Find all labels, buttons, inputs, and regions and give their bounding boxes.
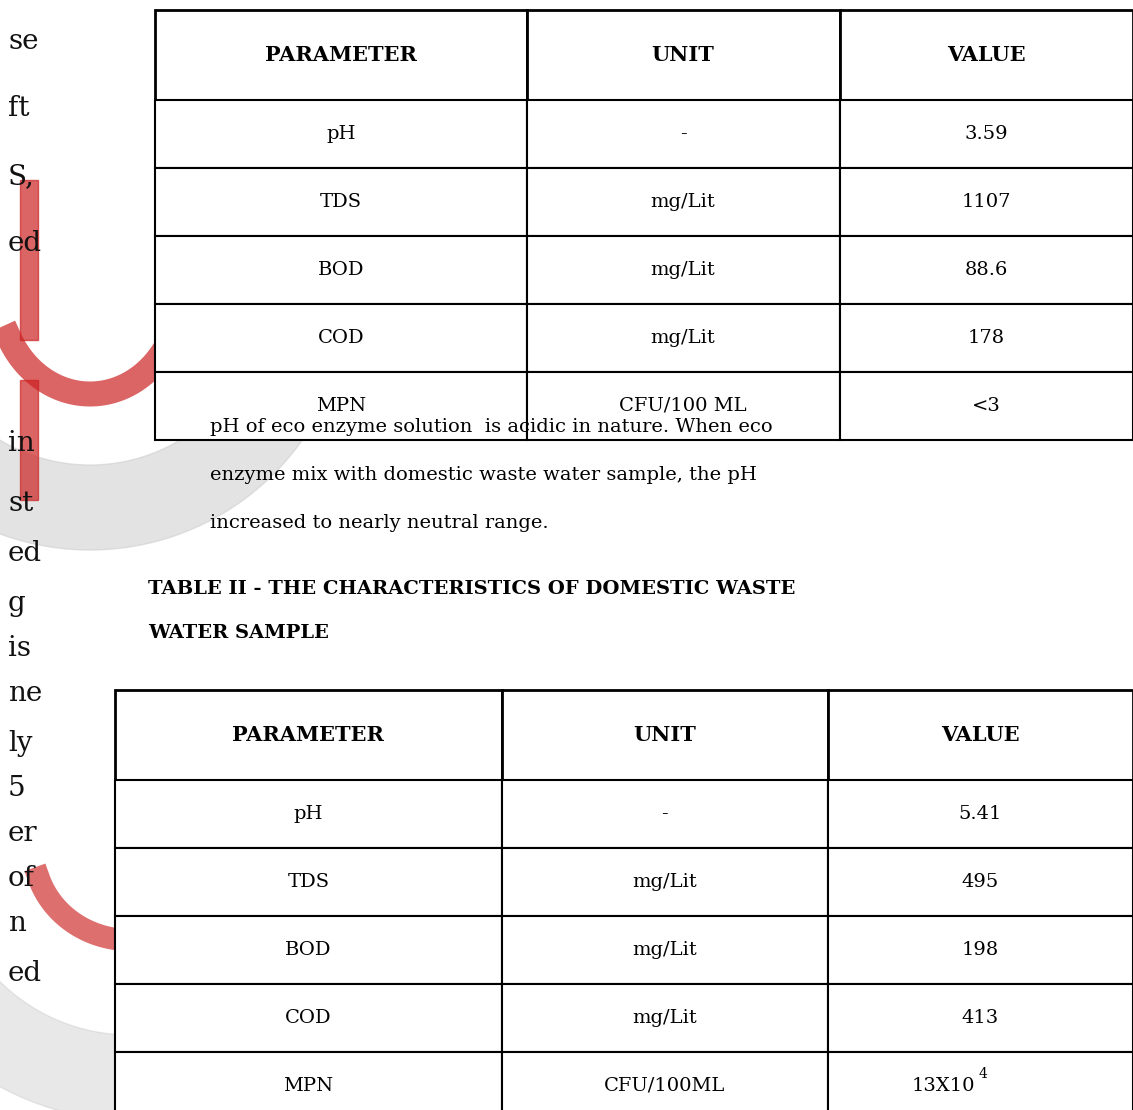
Text: 13X10: 13X10 [912, 1077, 976, 1094]
Text: in: in [8, 430, 35, 457]
Text: UNIT: UNIT [633, 725, 696, 745]
Bar [155, 10, 527, 100]
Text: PARAMETER: PARAMETER [232, 725, 384, 745]
Text: 4: 4 [978, 1067, 987, 1081]
Text: 5.41: 5.41 [959, 805, 1002, 823]
Bar [527, 100, 840, 168]
Text: VALUE: VALUE [942, 725, 1020, 745]
Text: increased to nearly neutral range.: increased to nearly neutral range. [210, 514, 548, 532]
Text: S,: S, [8, 163, 35, 190]
Text: TDS: TDS [320, 193, 361, 211]
Bar [827, 1052, 1133, 1110]
Bar [527, 236, 840, 304]
Bar [827, 848, 1133, 916]
Text: pH: pH [293, 805, 323, 823]
Bar [840, 372, 1133, 440]
Bar [155, 372, 527, 440]
Text: mg/Lit: mg/Lit [632, 1009, 697, 1027]
Bar [527, 372, 840, 440]
Polygon shape [0, 659, 397, 1110]
Text: ed: ed [8, 230, 42, 258]
Bar [502, 916, 827, 983]
Bar [827, 780, 1133, 848]
Text: 413: 413 [962, 1009, 999, 1027]
Bar [502, 848, 827, 916]
Text: -: - [662, 805, 668, 823]
Bar [840, 10, 1133, 100]
Bar [827, 983, 1133, 1052]
Bar [502, 780, 827, 848]
Bar [116, 780, 502, 848]
Text: se: se [8, 28, 39, 56]
Text: st: st [8, 490, 33, 517]
Text: is: is [8, 635, 31, 662]
Bar [502, 1052, 827, 1110]
Text: enzyme mix with domestic waste water sample, the pH: enzyme mix with domestic waste water sam… [210, 466, 757, 484]
Bar [116, 916, 502, 983]
Text: CFU/100ML: CFU/100ML [604, 1077, 725, 1094]
Text: mg/Lit: mg/Lit [650, 329, 716, 347]
Text: UNIT: UNIT [651, 46, 715, 65]
Bar [527, 304, 840, 372]
Bar [20, 180, 39, 340]
Bar [155, 236, 527, 304]
Bar [116, 983, 502, 1052]
Text: 178: 178 [968, 329, 1005, 347]
Text: MPN: MPN [316, 397, 366, 415]
Text: ne: ne [8, 680, 42, 707]
Bar [840, 304, 1133, 372]
Bar [502, 983, 827, 1052]
Bar [116, 690, 502, 780]
Bar [155, 100, 527, 168]
Text: -: - [680, 125, 687, 143]
Text: mg/Lit: mg/Lit [632, 941, 697, 959]
Text: ed: ed [8, 539, 42, 567]
Text: ed: ed [8, 960, 42, 987]
Text: 5: 5 [8, 775, 26, 803]
Text: MPN: MPN [283, 1077, 333, 1094]
Bar [116, 1052, 502, 1110]
Text: 1107: 1107 [962, 193, 1011, 211]
Bar [840, 100, 1133, 168]
Text: ly: ly [8, 730, 33, 757]
Text: WATER SAMPLE: WATER SAMPLE [148, 624, 329, 642]
Bar [527, 10, 840, 100]
Text: of: of [8, 865, 35, 892]
Text: er: er [8, 820, 37, 847]
Text: COD: COD [317, 329, 364, 347]
Text: PARAMETER: PARAMETER [265, 46, 417, 65]
Polygon shape [0, 138, 347, 549]
Text: g: g [8, 591, 26, 617]
Bar [116, 848, 502, 916]
Text: TABLE II - THE CHARACTERISTICS OF DOMESTIC WASTE: TABLE II - THE CHARACTERISTICS OF DOMEST… [148, 581, 795, 598]
Bar [155, 304, 527, 372]
Text: pH of eco enzyme solution  is acidic in nature. When eco: pH of eco enzyme solution is acidic in n… [210, 418, 773, 436]
Text: TDS: TDS [288, 872, 330, 891]
Bar [527, 168, 840, 236]
Text: CFU/100 ML: CFU/100 ML [620, 397, 747, 415]
Text: 495: 495 [962, 872, 999, 891]
Text: 198: 198 [962, 941, 999, 959]
Bar [155, 168, 527, 236]
Bar [827, 916, 1133, 983]
Text: VALUE: VALUE [947, 46, 1025, 65]
Bar [502, 690, 827, 780]
Text: ft: ft [8, 95, 29, 122]
Bar [827, 690, 1133, 780]
Text: mg/Lit: mg/Lit [650, 193, 716, 211]
Text: COD: COD [286, 1009, 332, 1027]
Text: n: n [8, 910, 26, 937]
Text: mg/Lit: mg/Lit [632, 872, 697, 891]
Text: mg/Lit: mg/Lit [650, 261, 716, 279]
Text: 88.6: 88.6 [964, 261, 1008, 279]
Bar [20, 380, 39, 500]
Bar [840, 236, 1133, 304]
Text: pH: pH [326, 125, 356, 143]
Text: 3.59: 3.59 [964, 125, 1008, 143]
Bar [840, 168, 1133, 236]
Text: BOD: BOD [317, 261, 364, 279]
Text: BOD: BOD [286, 941, 332, 959]
Text: <3: <3 [972, 397, 1000, 415]
